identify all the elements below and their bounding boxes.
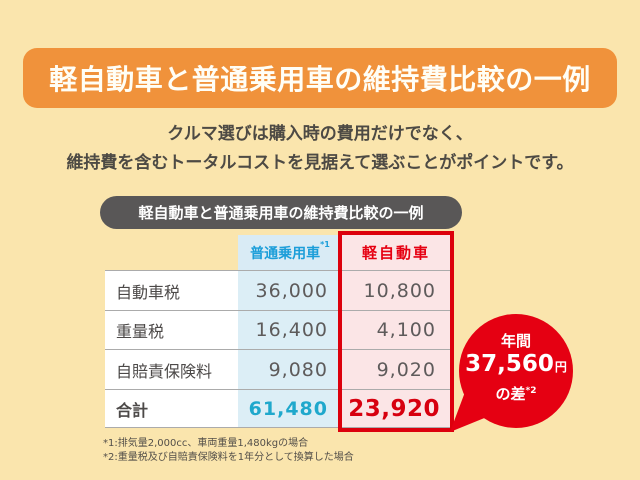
value-kei-weight-tax: 4,100: [342, 310, 450, 349]
speech-bubble-shape: [450, 314, 573, 432]
badge-line-difference: の差*2: [440, 381, 592, 404]
value-kei-automobile-tax: 10,800: [342, 270, 450, 310]
value-regular-automobile-tax: 36,000: [238, 270, 342, 310]
intro-text: クルマ選びは購入時の費用だけでなく、 維持費を含むトータルコストを見据えて選ぶこ…: [0, 120, 640, 178]
title-banner: 軽自動車と普通乗用車の維持費比較の一例: [23, 48, 617, 108]
footnote-ref-2: *2: [525, 386, 537, 396]
value-kei-total: 23,920: [342, 389, 450, 428]
section-pill-label: 軽自動車と普通乗用車の維持費比較の一例: [138, 204, 424, 222]
table-corner-spacer: [105, 235, 238, 270]
label-weight-tax: 重量税: [105, 310, 238, 349]
footnote-2: *2:重量税及び自賠責保険料を1年分として換算した場合: [103, 452, 354, 463]
label-automobile-tax: 自動車税: [105, 270, 238, 310]
label-liability-insurance: 自賠責保険料: [105, 349, 238, 389]
badge-amount-line: 37,560円: [440, 351, 592, 381]
kei-car-header-label: 軽自動車: [361, 244, 430, 262]
column-header-regular-car: 普通乗用車 *1: [238, 235, 342, 270]
page-title: 軽自動車と普通乗用車の維持費比較の一例: [49, 63, 591, 96]
value-regular-total: 61,480: [238, 389, 342, 428]
footnote-1: *1:排気量2,000cc、車両重量1,480kgの場合: [103, 438, 309, 449]
label-total: 合計: [105, 389, 238, 428]
badge-difference-label: の差: [495, 385, 526, 403]
value-regular-weight-tax: 16,400: [238, 310, 342, 349]
badge-unit-yen: 円: [554, 360, 567, 374]
intro-line-2: 維持費を含むトータルコストを見据えて選ぶことがポイントです。: [66, 153, 574, 173]
badge-amount: 37,560: [465, 351, 554, 377]
footnote-ref-1: *1: [320, 240, 330, 249]
value-regular-liability-insurance: 9,080: [238, 349, 342, 389]
footnotes: *1:排気量2,000cc、車両重量1,480kgの場合 *2:重量税及び自賠責…: [103, 437, 354, 465]
regular-car-header-label: 普通乗用車: [250, 245, 321, 262]
column-header-kei-car: 軽自動車: [342, 235, 450, 270]
badge-line-annual: 年間: [500, 332, 531, 350]
value-kei-liability-insurance: 9,020: [342, 349, 450, 389]
badge-text: 年間 37,560円 の差*2: [440, 332, 592, 404]
intro-line-1: クルマ選びは購入時の費用だけでなく、: [167, 124, 473, 144]
section-pill: 軽自動車と普通乗用車の維持費比較の一例: [100, 196, 462, 229]
annual-difference-badge: 年間 37,560円 の差*2: [440, 300, 592, 445]
cost-comparison-table: 普通乗用車 *1 軽自動車 自動車税 36,000 10,800 重量税 16,4…: [105, 231, 454, 432]
